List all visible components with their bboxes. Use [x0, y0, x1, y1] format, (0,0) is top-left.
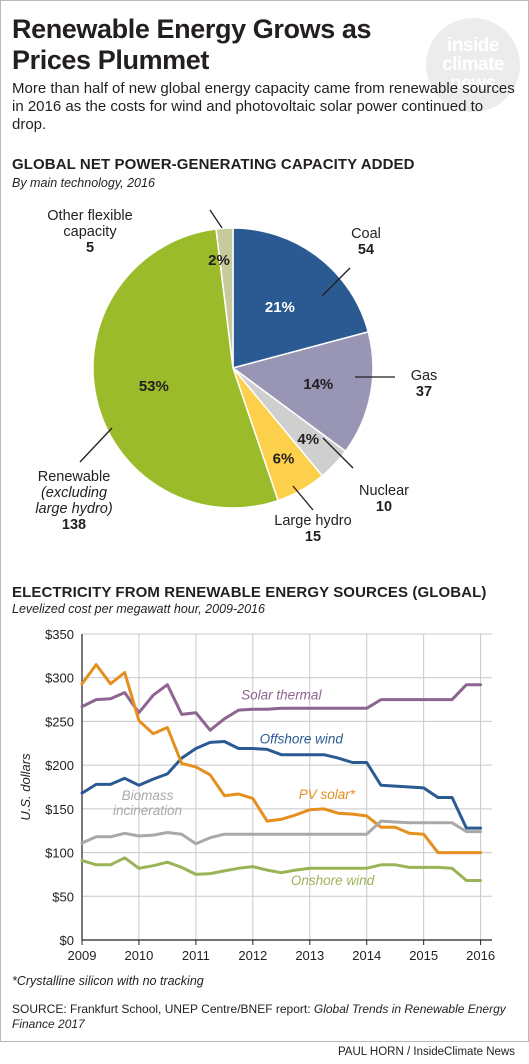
line-chart-title: ELECTRICITY FROM RENEWABLE ENERGY SOURCE…: [12, 584, 487, 601]
series-line-biomass-incineration: [80, 819, 483, 846]
pie-value-label: 54: [358, 242, 374, 258]
pie-category-label: Renewable: [38, 469, 111, 485]
series-label-offshore-wind: Offshore wind: [260, 731, 344, 746]
series-label-biomass-incineration: Biomass: [122, 788, 174, 803]
pie-value-label: 5: [86, 240, 94, 256]
logo-word-climate: climate: [442, 54, 504, 75]
line-chart: $0 $50 $100 $150 $200 $250 $300 $350 2009 2010 201…: [18, 627, 495, 963]
y-tick-label: $100: [45, 846, 74, 861]
series-label-onshore-wind: Onshore wind: [291, 873, 375, 888]
pie-category-label: Gas: [411, 368, 438, 384]
y-tick-label: $50: [52, 889, 74, 904]
pie-leader-line: [79, 427, 113, 463]
line-chart-subtitle: Levelized cost per megawatt hour, 2009-2…: [12, 602, 265, 616]
y-axis-label: U.S. dollars: [18, 753, 33, 821]
series-line-onshore-wind: [80, 856, 483, 882]
series-line-solar-thermal: [80, 683, 483, 732]
source-report-title: Global Trends in Renewable Energy Financ…: [12, 1002, 506, 1031]
pie-leader-line: [321, 267, 351, 297]
pie-category-label: Large hydro: [274, 513, 351, 529]
x-tick-label: 2009: [68, 948, 97, 963]
source-prefix: SOURCE: Frankfurt School, UNEP Centre/BN…: [12, 1002, 314, 1016]
pie-percent-label: 2%: [208, 252, 230, 269]
pie-category-label: capacity: [63, 224, 117, 240]
pie-slice-coal: [232, 227, 370, 369]
pie-chart-subtitle: By main technology, 2016: [12, 176, 155, 190]
series-label-biomass-incineration: incineration: [113, 803, 182, 818]
page-title: Renewable Energy Grows as Prices Plummet: [12, 14, 432, 76]
pie-value-label: 10: [376, 499, 392, 515]
title-line-1: Renewable Energy Grows as: [12, 14, 372, 44]
pie-value-label: 37: [416, 384, 432, 400]
pie-category-label: Other flexible: [47, 208, 132, 224]
logo-word-inside: inside: [447, 35, 499, 56]
plot-area: [82, 634, 492, 940]
pie-chart-title: GLOBAL NET POWER-GENERATING CAPACITY ADD…: [12, 156, 415, 173]
pie-percent-label: 21%: [265, 299, 295, 316]
series-line-offshore-wind: [80, 740, 483, 830]
y-tick-label: $300: [45, 671, 74, 686]
title-line-2: Prices Plummet: [12, 45, 209, 75]
y-tick-label: $250: [45, 714, 74, 729]
pie-category-label: Coal: [351, 226, 381, 242]
pie-category-label: (excluding: [41, 485, 107, 501]
pie-slice-other-flexible-capacity: [215, 227, 234, 369]
insideclimate-news-logo: inside climate news: [426, 18, 520, 112]
pie-leader-line: [322, 437, 354, 469]
page-subtitle: More than half of new global energy capa…: [12, 80, 515, 133]
x-tick-label: 2013: [295, 948, 324, 963]
y-tick-label: $350: [45, 627, 74, 642]
x-tick-label: 2010: [124, 948, 153, 963]
series-label-pv-solar: PV solar*: [299, 787, 356, 802]
x-tick-label: 2014: [352, 948, 381, 963]
pie-slice-renewable-excluding-large-hydro: [92, 228, 279, 509]
pie-category-label: large hydro): [35, 501, 112, 517]
pie-leader-line: [292, 485, 314, 511]
x-tick-label: 2015: [409, 948, 438, 963]
source-note: SOURCE: Frankfurt School, UNEP Centre/BN…: [12, 1002, 512, 1032]
x-tick-label: 2016: [466, 948, 495, 963]
pie-percent-label: 4%: [297, 431, 319, 448]
series-line-pv-solar: [80, 663, 483, 855]
series-label-solar-thermal: Solar thermal: [241, 688, 322, 703]
pie-value-label: 15: [305, 529, 321, 545]
y-tick-label: $0: [60, 933, 74, 948]
pie-percent-label: 53%: [139, 378, 169, 395]
x-tick-label: 2012: [238, 948, 267, 963]
credit-line: PAUL HORN / InsideClimate News: [337, 1046, 515, 1058]
pie-percent-label: 14%: [303, 376, 333, 393]
x-tick-label: 2011: [182, 948, 210, 963]
pie-category-label: Nuclear: [359, 483, 409, 499]
pie-slice-gas: [231, 330, 374, 453]
pie-percent-label: 6%: [273, 450, 295, 467]
logo-word-news: news: [450, 73, 496, 94]
y-tick-label: $200: [45, 758, 74, 773]
y-tick-label: $150: [45, 802, 74, 817]
pie-leader-line: [209, 209, 223, 229]
pie-value-label: 138: [62, 517, 86, 533]
footnote: *Crystalline silicon with no tracking: [12, 974, 204, 988]
